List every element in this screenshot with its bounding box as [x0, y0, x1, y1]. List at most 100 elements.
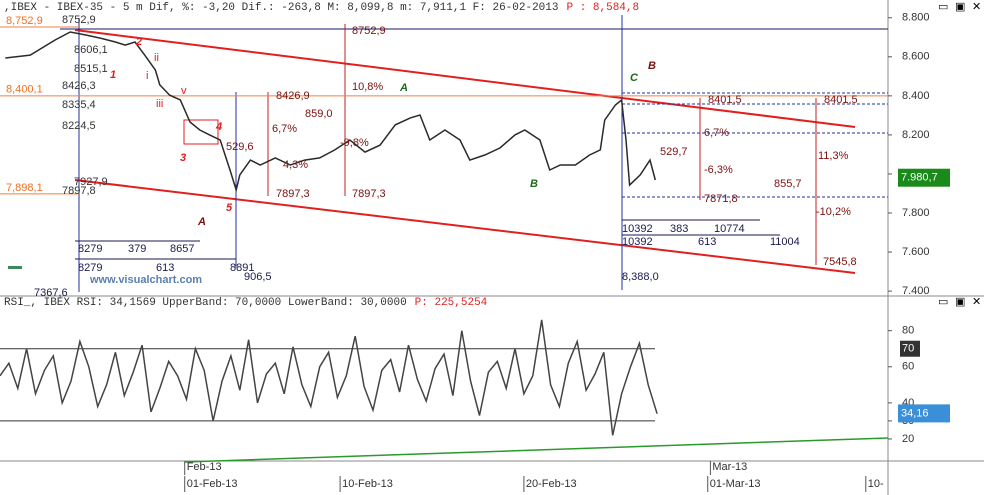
annotation: 8279	[78, 243, 102, 255]
annotation: 8891	[230, 262, 254, 274]
y-tick-label: 20	[902, 433, 914, 445]
annotation: ii	[154, 52, 159, 64]
current-value-label: 7.980,7	[901, 172, 938, 184]
wave-box	[183, 119, 219, 145]
annotation: 10774	[714, 223, 745, 235]
annotation: 8279	[78, 262, 102, 274]
chart-title-extra: P : 8,584,8	[567, 2, 640, 14]
annotation: 11,3%	[818, 150, 849, 162]
chart-title-extra: P: 225,5254	[415, 297, 488, 309]
annotation: v	[181, 85, 187, 97]
annotation: 7871,8	[704, 193, 738, 205]
annotation: 8426,3	[62, 80, 96, 92]
band-label: 70	[902, 343, 914, 355]
annotation: 8224,5	[62, 120, 96, 132]
y-tick-label: 8.600	[902, 51, 930, 63]
annotation: 7897,8	[62, 185, 96, 197]
annotation: 8752,9	[352, 25, 386, 37]
annotation: 383	[670, 223, 688, 235]
annotation: 6,7%	[272, 123, 297, 135]
level-label: 7,898,1	[6, 182, 43, 194]
annotation: 855,7	[774, 178, 802, 190]
wave-label: B	[530, 178, 538, 190]
annotation: 8515,1	[74, 63, 108, 75]
y-tick-label: 8.400	[902, 90, 930, 102]
chart-title: ,IBEX - IBEX-35 - 5 m Dif, %: -3,20 Dif.…	[4, 2, 559, 14]
x-tick-label: 20-Feb-13	[526, 478, 577, 490]
wave-label: C	[630, 72, 639, 84]
chart-title: RSI_, IBEX RSI: 34,1569 UpperBand: 70,00…	[4, 297, 407, 309]
annotation: 10392	[622, 223, 653, 235]
annotation: 7897,3	[352, 188, 386, 200]
channel-line	[74, 29, 856, 128]
minimize-button[interactable]: ▭	[938, 296, 948, 308]
wave-label: 1	[110, 69, 116, 81]
y-tick-label: 7.800	[902, 207, 930, 219]
annotation: -10,2%	[816, 206, 851, 218]
annotation: 8401,5	[824, 94, 858, 106]
y-tick-label: 7.600	[902, 246, 930, 258]
band-box	[900, 340, 920, 357]
indicator-icon	[8, 266, 22, 269]
annotation: 7545,8	[823, 256, 857, 268]
annotation: 613	[698, 236, 716, 248]
y-tick-label: 60	[902, 361, 914, 373]
annotation: -9,8%	[340, 137, 369, 149]
annotation: 6,7%	[704, 127, 729, 139]
current-value-box	[898, 168, 950, 187]
annotation: 8752,9	[62, 14, 96, 26]
annotation: 7927,9	[74, 176, 108, 188]
y-tick-label: 80	[902, 325, 914, 337]
window-buttons: ▭ ▣ ✕ ▭ ▣ ✕	[938, 1, 981, 308]
annotation: 8657	[170, 243, 194, 255]
y-tick-label: 8.200	[902, 129, 930, 141]
annotation: 529,6	[226, 141, 254, 153]
close-button[interactable]: ✕	[972, 296, 981, 308]
month-label: Feb-13	[187, 461, 222, 473]
annotation: 613	[156, 262, 174, 274]
annotation: 8606,1	[74, 44, 108, 56]
x-tick-label: 10-Feb-13	[342, 478, 393, 490]
annotation: www.visualchart.com	[89, 274, 202, 286]
wave-label: 2	[135, 36, 142, 48]
current-value-label: 34,16	[901, 407, 929, 419]
y-tick-label: 7.400	[902, 285, 930, 297]
wave-label: 5	[226, 202, 233, 214]
wave-label: A	[399, 82, 408, 94]
wave-label: 3	[180, 152, 186, 164]
y-tick-label: 8.800	[902, 12, 930, 24]
x-tick-label: 01-Feb-13	[187, 478, 238, 490]
annotation: 8,388,0	[622, 271, 659, 283]
annotation: 379	[128, 243, 146, 255]
wave-label: A	[197, 216, 206, 228]
maximize-button[interactable]: ▣	[955, 296, 965, 308]
close-button[interactable]: ✕	[972, 1, 981, 13]
rsi-trendline	[184, 437, 889, 463]
series-line	[5, 31, 657, 193]
wave-label: 4	[215, 121, 222, 133]
annotation: 10392	[622, 236, 653, 248]
x-tick-label: 10-	[868, 478, 884, 490]
annotation: 8401,5	[708, 94, 742, 106]
annotation: 11004	[770, 236, 800, 248]
level-label: 8,400,1	[6, 84, 43, 96]
minimize-button[interactable]: ▭	[938, 1, 948, 13]
maximize-button[interactable]: ▣	[955, 1, 965, 13]
annotation: 906,5	[244, 271, 272, 283]
wave-label: B	[648, 60, 656, 72]
x-tick-label: 01-Mar-13	[710, 478, 761, 490]
annotation: 7897,3	[276, 188, 310, 200]
annotation: 859,0	[305, 108, 333, 120]
annotation: iii	[156, 98, 163, 110]
annotation: 529,7	[660, 146, 688, 158]
annotation: -6,3%	[704, 164, 733, 176]
month-label: Mar-13	[712, 461, 747, 473]
current-value-box	[898, 404, 950, 423]
annotation: 10,8%	[352, 81, 383, 93]
annotation: 4,3%	[283, 159, 308, 171]
channel-line	[74, 179, 856, 274]
level-label: 8,752,9	[6, 15, 43, 27]
annotation: 7367,6	[34, 287, 68, 299]
annotation: 8335,4	[62, 99, 96, 111]
